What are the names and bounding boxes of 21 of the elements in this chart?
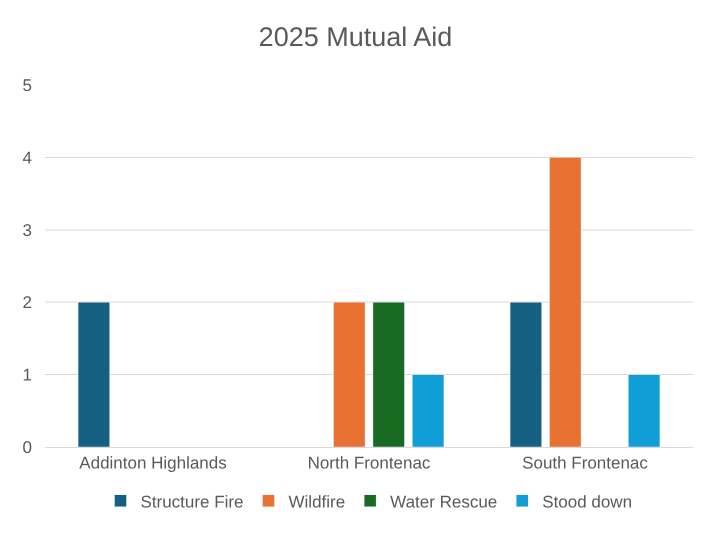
x-tick-label: North Frontenac [308, 453, 431, 472]
legend-label: Wildfire [288, 492, 346, 512]
y-tick-label: 5 [22, 76, 32, 95]
bar [412, 374, 444, 447]
y-tick-label: 1 [22, 366, 32, 385]
bar [333, 302, 366, 447]
y-tick-label: 2 [22, 293, 32, 312]
legend-label: Structure Fire [140, 492, 244, 512]
legend-label: Water Rescue [390, 492, 498, 512]
bar [372, 302, 405, 447]
y-tick-label: 0 [22, 438, 32, 457]
y-tick-label: 3 [22, 220, 32, 240]
x-tick-label: Addinton Highlands [79, 453, 227, 472]
bar [78, 302, 110, 447]
y-tick-label: 4 [22, 148, 32, 168]
chart-title: 2025 Mutual Aid [258, 22, 452, 52]
legend-label: Stood down [542, 492, 632, 512]
bar [628, 374, 660, 447]
bar [510, 302, 542, 447]
x-tick-label: South Frontenac [522, 453, 648, 472]
bar [549, 157, 582, 447]
